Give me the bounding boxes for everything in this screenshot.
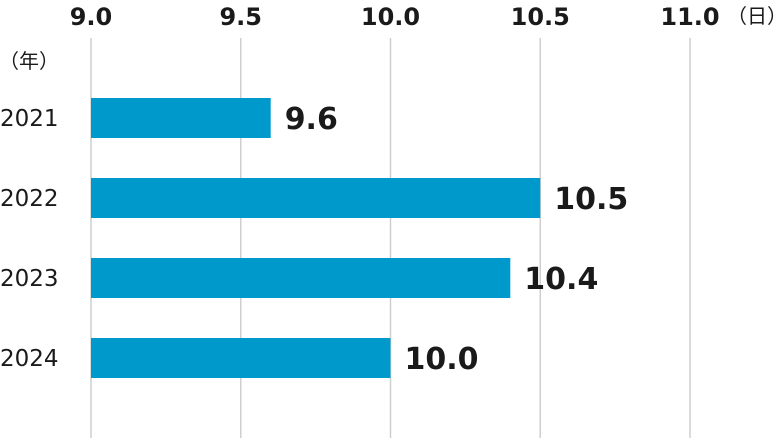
value-label: 10.4 [524, 262, 598, 297]
x-tick-label: 9.5 [219, 3, 262, 31]
category-label: 2022 [0, 186, 59, 212]
x-tick-label: 10.0 [361, 3, 420, 31]
x-axis-unit-label: （日） [727, 4, 780, 28]
category-label: 2021 [0, 106, 59, 132]
category-label: 2023 [0, 266, 59, 292]
bar-2021 [91, 98, 271, 138]
category-label: 2024 [0, 346, 59, 372]
x-tick-label: 11.0 [660, 3, 719, 31]
value-label: 10.0 [405, 342, 479, 377]
y-axis-unit-label: （年） [0, 49, 59, 73]
bar-2023 [91, 258, 511, 298]
x-tick-label: 9.0 [70, 3, 113, 31]
value-label: 9.6 [285, 102, 338, 137]
bar-2024 [91, 338, 391, 378]
bar-2022 [91, 178, 541, 218]
x-axis-ticks: 9.0 9.5 10.0 10.5 11.0 [70, 3, 720, 31]
value-label: 10.5 [554, 182, 628, 217]
x-tick-label: 10.5 [511, 3, 570, 31]
bars: 2021 9.6 2022 10.5 2023 10.4 2024 10.0 [0, 98, 628, 378]
